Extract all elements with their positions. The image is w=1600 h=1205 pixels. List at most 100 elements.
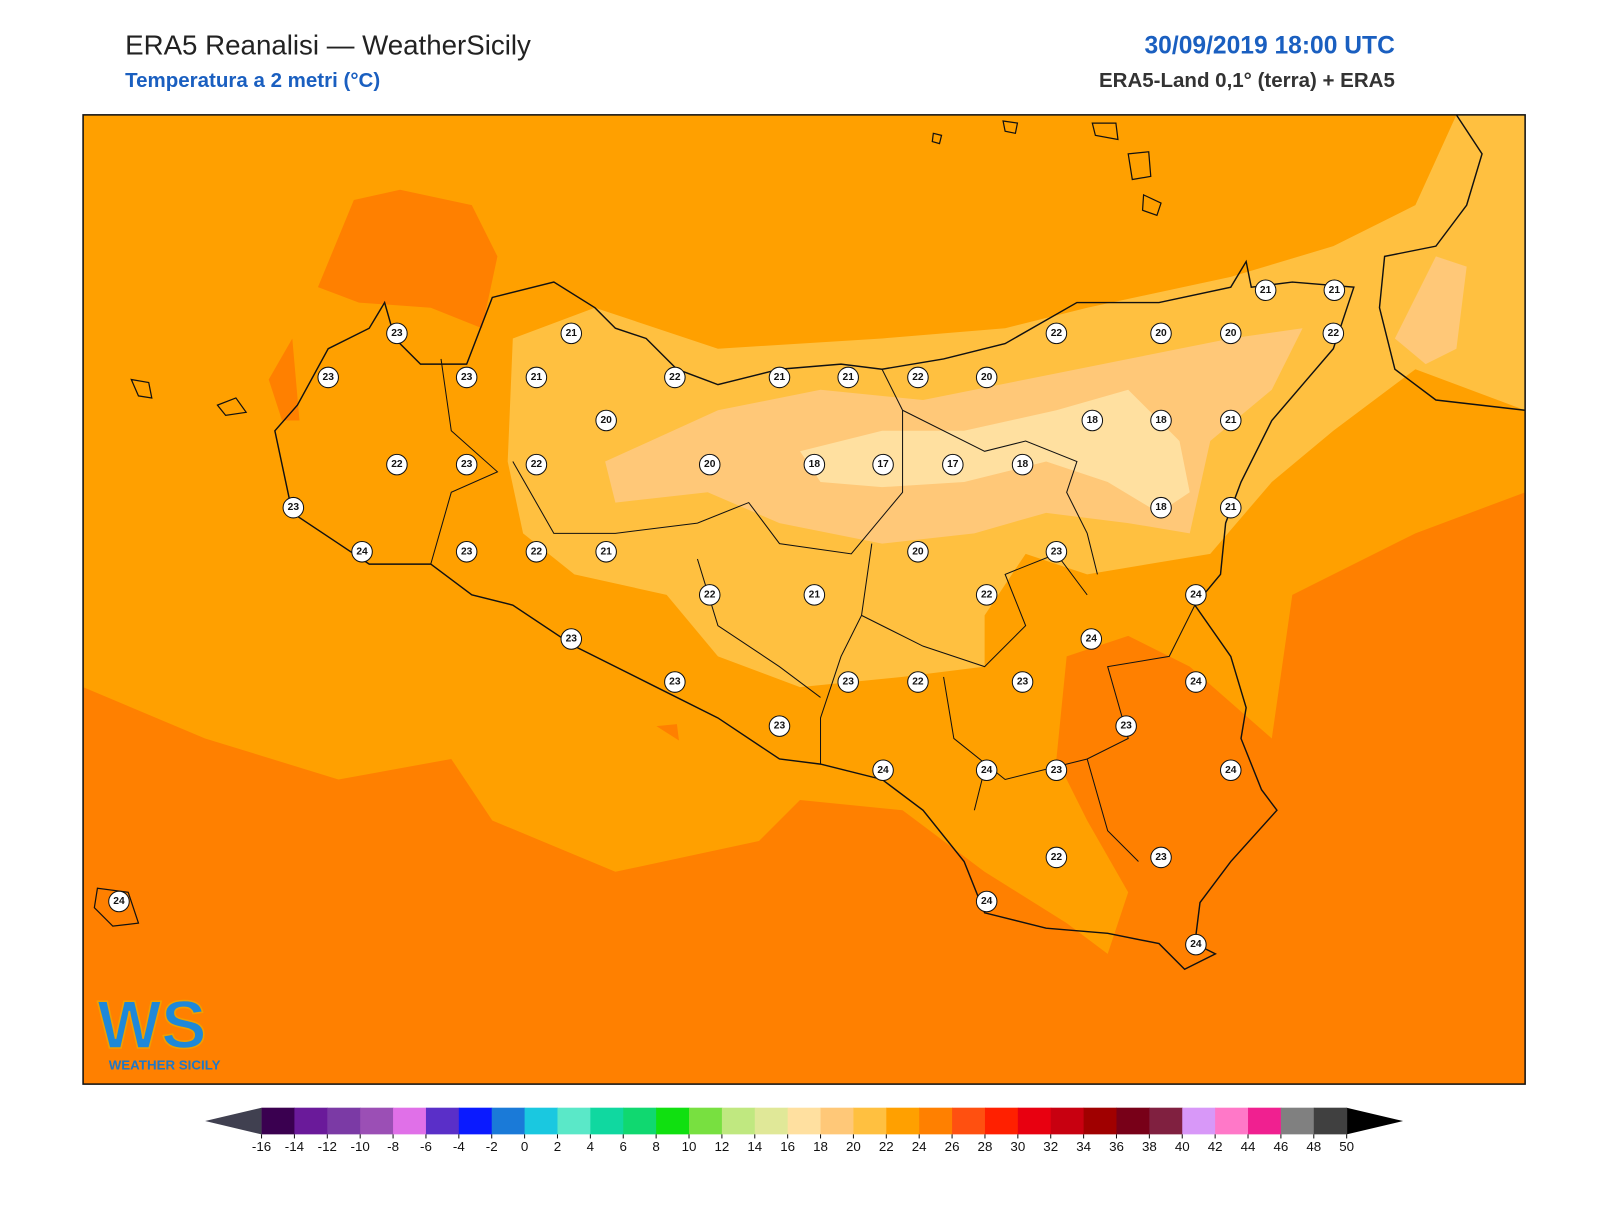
colorbar-segment: [1248, 1107, 1282, 1135]
colorbar-tick-label: 48: [1306, 1139, 1321, 1154]
station-marker: [942, 453, 964, 476]
station-value: 24: [1190, 939, 1202, 950]
colorbar-tick-label: 8: [652, 1139, 659, 1154]
colorbar-over: [1346, 1107, 1404, 1135]
station-value: 20: [981, 372, 993, 383]
colorbar-segment: [853, 1107, 887, 1135]
colorbar-tick-label: 22: [879, 1139, 894, 1154]
station-marker: [803, 584, 826, 606]
station-value: 24: [1086, 633, 1098, 644]
colorbar-tick-label: 28: [978, 1139, 993, 1154]
colorbar-tick-label: -8: [387, 1139, 399, 1154]
colorbar-segment: [689, 1107, 723, 1135]
subtitle: Temperatura a 2 metri (°C): [125, 69, 380, 92]
station-marker: [1045, 846, 1068, 869]
colorbar-tick-label: 34: [1076, 1139, 1091, 1154]
colorbar-segment: [393, 1107, 427, 1135]
colorbar-tick-label: 40: [1175, 1139, 1190, 1154]
station-marker: [386, 453, 408, 476]
warm-area: [317, 189, 498, 329]
station-marker: [1011, 453, 1034, 476]
station-value: 23: [461, 459, 473, 470]
colorbar-tick-label: 12: [714, 1139, 729, 1154]
station-marker: [1150, 322, 1172, 345]
colorbar-tick-label: 18: [813, 1139, 828, 1154]
station-marker: [108, 890, 130, 913]
colorbar-segment: [1215, 1107, 1249, 1135]
map-frame: [82, 114, 1526, 1085]
station-value: 23: [566, 633, 578, 644]
colorbar-segment: [754, 1107, 789, 1135]
station-marker: [1322, 322, 1345, 345]
colorbar-tick-label: 0: [521, 1139, 528, 1154]
station-value: 21: [1260, 285, 1272, 296]
colorbar-segment: [294, 1107, 328, 1135]
colorbar-tick-label: 24: [912, 1139, 927, 1154]
station-marker: [1045, 541, 1068, 563]
station-marker: [975, 584, 998, 606]
station-marker: [664, 671, 686, 693]
station-value: 22: [1051, 852, 1063, 863]
colorbar-tick-label: 42: [1208, 1139, 1223, 1154]
station-value: 21: [1225, 502, 1237, 513]
island: [1141, 193, 1162, 217]
station-marker: [282, 496, 305, 519]
colorbar-tick-label: 44: [1241, 1139, 1256, 1154]
station-value: 22: [669, 372, 681, 383]
colorbar-segment: [261, 1107, 295, 1135]
colorbar-tick-label: -10: [351, 1139, 370, 1154]
station-value: 24: [981, 765, 993, 776]
station-marker: [595, 541, 617, 563]
colorbar-tick-label: 46: [1273, 1139, 1288, 1154]
station-marker: [698, 584, 721, 606]
station-value: 21: [1329, 285, 1341, 296]
station-marker: [872, 453, 894, 476]
colorbar-segment: [1313, 1107, 1348, 1135]
colorbar-segment: [952, 1107, 986, 1135]
island: [130, 378, 153, 399]
station-value: 21: [843, 372, 855, 383]
station-marker: [975, 759, 998, 782]
colorbar-segment: [327, 1107, 361, 1135]
source: ERA5-Land 0,1° (terra) + ERA5: [1099, 69, 1395, 92]
colorbar-segment: [1149, 1107, 1183, 1135]
station-marker: [975, 890, 998, 913]
colorbar-tick-label: 30: [1010, 1139, 1025, 1154]
station-value: 22: [1328, 328, 1340, 339]
station-value: 24: [981, 896, 993, 907]
station-value: 18: [1087, 415, 1099, 426]
station-marker: [872, 759, 894, 782]
colorbar-segment: [491, 1107, 526, 1135]
station-marker: [1185, 933, 1207, 956]
station-marker: [1081, 409, 1104, 432]
station-value: 20: [600, 415, 612, 426]
station-marker: [525, 366, 548, 389]
station-value: 23: [323, 372, 335, 383]
station-value: 17: [947, 459, 959, 470]
station-marker: [1150, 846, 1172, 869]
station-marker: [595, 409, 617, 432]
station-value: 22: [704, 589, 716, 600]
station-value: 24: [113, 896, 125, 907]
logo-mark: WS: [97, 988, 206, 1063]
colorbar-tick-label: -12: [318, 1139, 337, 1154]
colorbar-segment: [787, 1107, 822, 1135]
island: [931, 132, 943, 145]
station-marker: [1150, 409, 1172, 432]
colorbar-tick-label: 38: [1142, 1139, 1157, 1154]
title: ERA5 Reanalisi — WeatherSicily: [125, 29, 531, 60]
colorbar-segment: [1083, 1107, 1117, 1135]
colorbar-segment: [590, 1107, 624, 1135]
station-value: 18: [809, 459, 821, 470]
station-marker: [351, 541, 373, 563]
colorbar-tick-label: 10: [682, 1139, 697, 1154]
station-marker: [907, 366, 929, 389]
station-marker: [1323, 279, 1346, 302]
station-value: 21: [1225, 415, 1237, 426]
station-marker: [455, 541, 478, 563]
station-marker: [525, 541, 548, 563]
colorbar-segment: [1017, 1107, 1052, 1135]
station-value: 23: [461, 546, 473, 557]
warm-area: [268, 338, 300, 421]
